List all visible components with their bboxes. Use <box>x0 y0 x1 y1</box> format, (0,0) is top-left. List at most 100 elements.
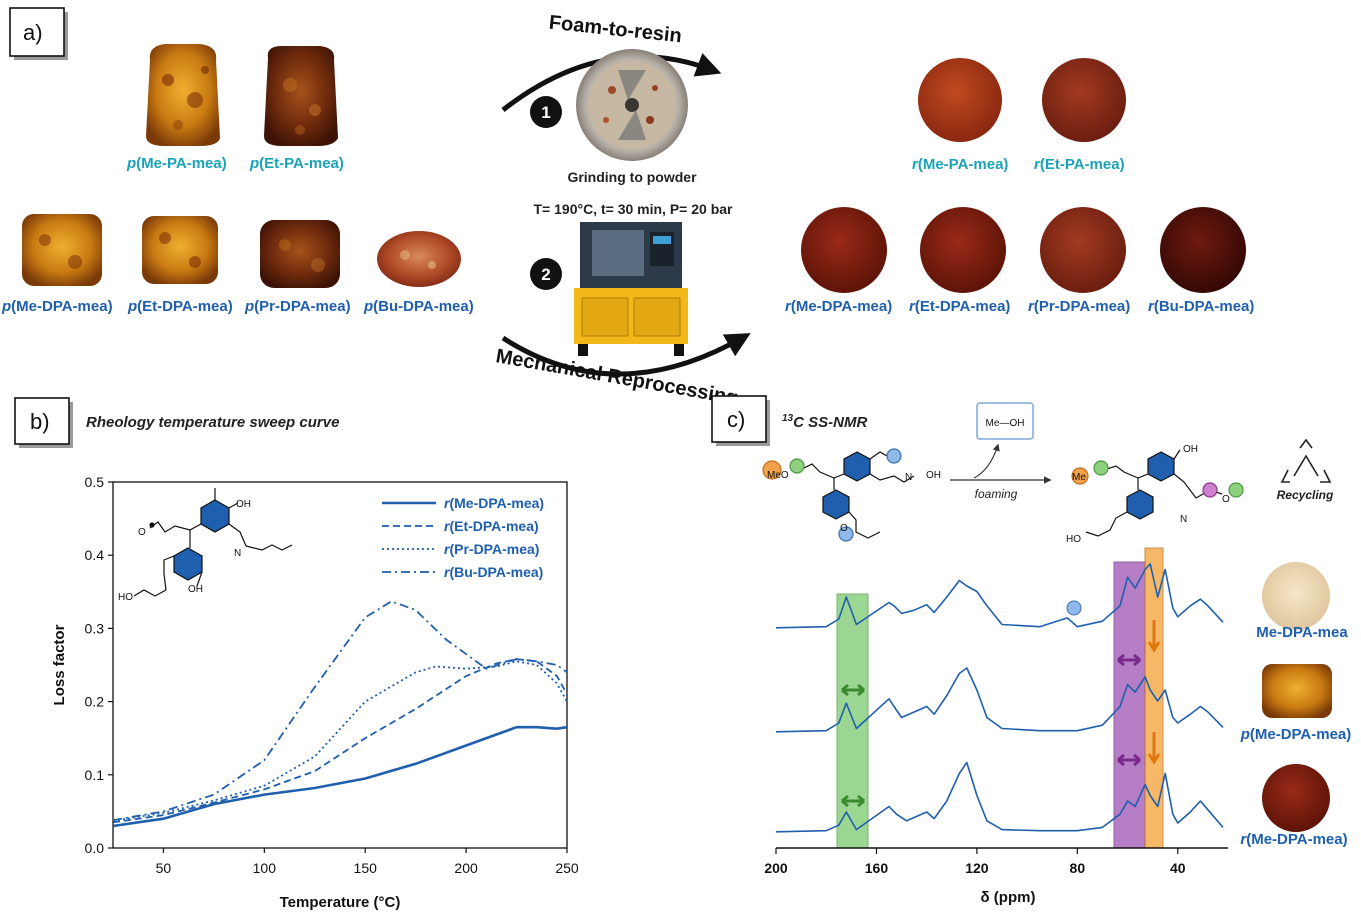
structure-b-oh-top: OH <box>236 499 251 510</box>
nmr-x-tick-label: 160 <box>865 860 889 876</box>
panel-b-label: b) <box>30 409 50 434</box>
sample-label-foam: p(Me-DPA-mea) <box>1240 726 1352 743</box>
resin-photo-me-dpa <box>801 207 887 293</box>
panel-b: b) Rheology temperature sweep curve 50 10… <box>14 397 579 911</box>
nmr-x-tick-label: 120 <box>965 860 989 876</box>
panel-b-label-box <box>14 397 70 445</box>
rheology-y-tick-label: 0.3 <box>85 620 105 636</box>
rheology-legend-label: r(Et-DPA-mea) <box>444 518 539 534</box>
carbonyl-shift-arrow-1 <box>841 683 865 697</box>
nmr-spectrum-line <box>775 667 1224 733</box>
resin-label-et-pa: r(Et-PA-mea) <box>1034 156 1125 173</box>
sample-photo-monomer <box>1262 562 1330 630</box>
resin-photo-bu-dpa <box>1160 207 1246 293</box>
rheology-x-tick-label: 150 <box>354 860 378 876</box>
panel-a: a) p(Me-PA-mea) p(Et-PA-mea) <box>1 7 1254 410</box>
resin-label-bu-dpa: r(Bu-DPA-mea) <box>1148 298 1254 315</box>
foam-label-et-dpa: p(Et-DPA-mea) <box>127 298 233 315</box>
rheology-y-tick-label: 0.5 <box>85 474 105 490</box>
resin-photo-me-pa <box>918 58 1002 142</box>
foam-photo-me-pa <box>146 44 220 146</box>
sample-photo-resin <box>1262 764 1330 832</box>
methoxy-decrease-arrow-1 <box>1147 620 1161 653</box>
dpa-resin-structure <box>133 488 293 597</box>
sample-label-resin: r(Me-DPA-mea) <box>1240 831 1347 848</box>
panel-b-heading: Rheology temperature sweep curve <box>86 414 339 431</box>
monomer-oh-label: OH <box>926 470 941 481</box>
monomer-o-label: O <box>840 523 848 534</box>
resin-label-me-dpa: r(Me-DPA-mea) <box>785 298 892 315</box>
resin-photo-et-dpa <box>920 207 1006 293</box>
foam-label-bu-dpa: p(Bu-DPA-mea) <box>363 298 474 315</box>
resin-label-et-dpa: r(Et-DPA-mea) <box>909 298 1010 315</box>
methanol-release-arrow <box>973 443 1000 479</box>
recycling-icon <box>1280 438 1332 483</box>
structure-b-ho: HO <box>118 592 133 603</box>
foam-photo-et-dpa <box>142 216 218 284</box>
nmr-spectrum-line <box>775 563 1224 629</box>
foam-label-me-dpa: p(Me-DPA-mea) <box>1 298 113 315</box>
rheology-lines <box>112 600 568 828</box>
rheology-series-line <box>112 658 568 824</box>
product-oh-label: OH <box>1183 444 1198 455</box>
panel-a-label: a) <box>23 20 43 45</box>
rheology-axes: 50 100 150 200 250 0.0 0.1 0.2 0.3 0.4 0.5 <box>85 474 579 876</box>
structure-b-o: O <box>138 527 146 538</box>
methoxy-decrease-arrow-2 <box>1147 732 1161 765</box>
product-structure <box>1071 449 1244 537</box>
monomer-n-label: N <box>905 472 912 483</box>
rheology-plot-frame <box>112 481 568 849</box>
resin-photo-pr-dpa <box>1040 207 1126 293</box>
step-2-badge <box>530 258 562 290</box>
nmr-spectra <box>775 563 1224 833</box>
step-1-badge <box>530 96 562 128</box>
monomer-meo-label: MeO <box>767 470 789 481</box>
panel-c-label-box <box>711 395 767 443</box>
rheology-legend: r(Me-DPA-mea) r(Et-DPA-mea) r(Pr-DPA-mea) r… <box>382 495 544 580</box>
hot-press-photo <box>574 222 688 356</box>
nmr-spectrum-line <box>775 761 1224 833</box>
panel-c-label: c) <box>727 407 745 432</box>
structure-b-oh-bottom: OH <box>188 584 203 595</box>
resin-label-pr-dpa: r(Pr-DPA-mea) <box>1028 298 1130 315</box>
sample-photo-foam <box>1262 664 1332 718</box>
ester-shift-arrow-2 <box>1117 753 1141 767</box>
methanol-box <box>976 402 1034 440</box>
rheology-y-tick-label: 0.4 <box>85 547 105 563</box>
foaming-label: foaming <box>975 487 1018 501</box>
rheology-x-tick-label: 50 <box>156 860 172 876</box>
product-o-label: O <box>1222 494 1230 505</box>
step-1-caption: Grinding to powder <box>567 169 697 185</box>
monomer-structure <box>762 448 915 542</box>
rheology-legend-label: r(Pr-DPA-mea) <box>444 541 539 557</box>
rheology-series-line <box>112 600 568 822</box>
product-ho-label: HO <box>1066 534 1081 545</box>
ester-ch2-highlight-band <box>1113 561 1146 849</box>
rheology-x-tick-label: 250 <box>555 860 579 876</box>
sample-label-monomer: Me-DPA-mea <box>1256 624 1348 641</box>
methanol-label: Me—OH <box>986 418 1025 429</box>
panel-c: c) 13C SS-NMR Me—OH foaming Recycling <box>711 395 1352 906</box>
foam-photo-bu-dpa <box>377 231 461 287</box>
structure-b-n: N <box>234 548 241 559</box>
foam-label-me-pa: p(Me-PA-mea) <box>126 155 227 172</box>
step-2-number: 2 <box>541 265 550 284</box>
panel-c-heading: 13C SS-NMR <box>782 413 867 431</box>
carbonyl-shift-arrow-2 <box>841 794 865 808</box>
mechanical-reprocessing-arrow <box>501 333 751 377</box>
rheology-y-tick-label: 0.0 <box>85 840 105 856</box>
rheology-x-tick-label: 100 <box>253 860 277 876</box>
rheology-y-tick-label: 0.1 <box>85 767 105 783</box>
step-2-conditions: T= 190°C, t= 30 min, P= 20 bar <box>534 201 734 217</box>
rheology-x-axis-title: Temperature (°C) <box>280 894 401 911</box>
foam-photo-me-dpa <box>22 214 102 286</box>
oxazine-peak-marker <box>1066 600 1082 616</box>
rheology-series-line <box>112 725 568 828</box>
foam-to-resin-title: Foam-to-resin <box>548 12 683 48</box>
nmr-x-tick-label: 40 <box>1170 860 1186 876</box>
nmr-x-axis-title: δ (ppm) <box>981 889 1036 906</box>
nmr-axes: 200 160 120 80 40 <box>764 847 1228 876</box>
nmr-x-tick-label: 200 <box>764 860 788 876</box>
